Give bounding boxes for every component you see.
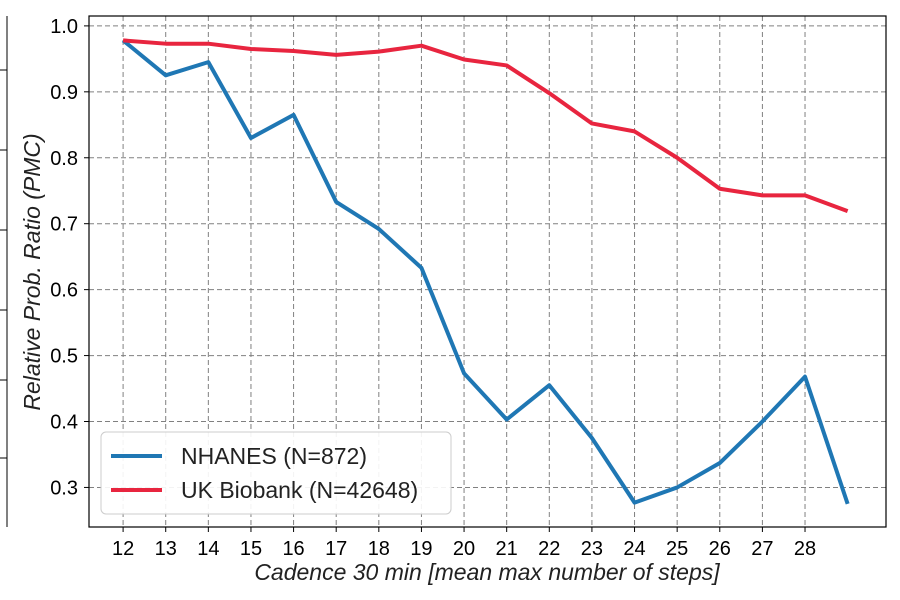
series-lines [121,38,850,505]
x-tick-label: 24 [623,538,645,560]
x-tick-label: 13 [155,538,177,560]
x-axis-label: Cadence 30 min [mean max number of steps… [254,559,720,585]
series-line-0 [121,38,850,505]
x-tick-label: 14 [197,538,219,560]
legend-label-nhanes: NHANES (N=872) [181,443,367,469]
x-tick-label: 15 [240,538,262,560]
x-tick-label: 12 [112,538,134,560]
y-tick-label: 0.6 [50,280,78,302]
x-tick-label: 28 [794,538,816,560]
y-tick-label: 0.7 [50,214,78,236]
x-tick-label: 26 [709,538,731,560]
x-tick-label: 19 [410,538,432,560]
plot-frame [88,15,887,528]
x-tick-label: 25 [666,538,688,560]
legend-box [100,431,452,515]
x-tick-label: 27 [751,538,773,560]
tick-labels: 12 13 14 15 16 17 18 19 20 21 22 23 24 25 26 27 28 0.3 0.4… [50,16,816,560]
y-tick-label: 0.4 [50,412,78,434]
x-tick-label: 20 [453,538,475,560]
x-tick-label: 23 [581,538,603,560]
x-tick-label: 18 [368,538,390,560]
tick-marks [84,25,806,532]
x-tick-label: 17 [325,538,347,560]
y-tick-label: 0.9 [50,82,78,104]
y-tick-label: 1.0 [50,16,78,38]
x-tick-label: 22 [538,538,560,560]
y-tick-label: 0.3 [50,477,78,499]
y-tick-label: 0.8 [50,148,78,170]
series-line-1 [122,38,849,214]
x-tick-label: 21 [496,538,518,560]
x-tick-label: 16 [282,538,304,560]
legend-label-uk-biobank: UK Biobank (N=42648) [181,477,418,503]
legend: NHANES (N=872) UK Biobank (N=42648) [100,431,452,515]
y-tick-label: 0.5 [50,346,78,368]
y-axis-label: Relative Prob. Ratio (PMC) [19,133,45,410]
